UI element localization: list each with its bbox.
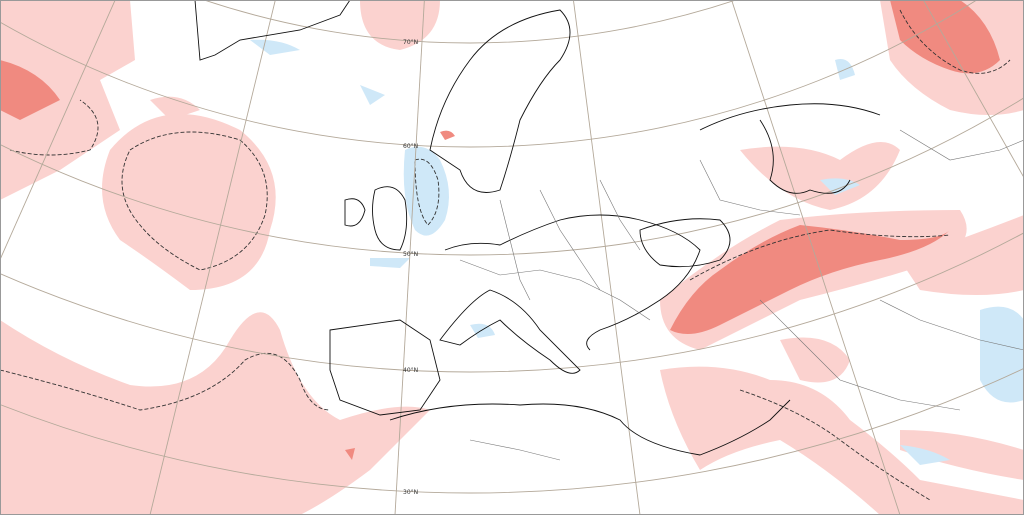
lat-label: 30°N	[403, 489, 418, 496]
borders	[459, 129, 1024, 461]
lat-label: 50°N	[403, 251, 418, 258]
lat-label: 60°N	[403, 143, 418, 150]
latitude-labels: 70°N 60°N 50°N 40°N 30°N	[403, 39, 418, 496]
anomaly-contours	[0, 9, 1011, 501]
lat-label: 70°N	[403, 39, 418, 46]
strong-positive-anomaly	[0, 0, 1000, 460]
coastlines	[194, 0, 881, 456]
lat-label: 40°N	[403, 367, 418, 374]
